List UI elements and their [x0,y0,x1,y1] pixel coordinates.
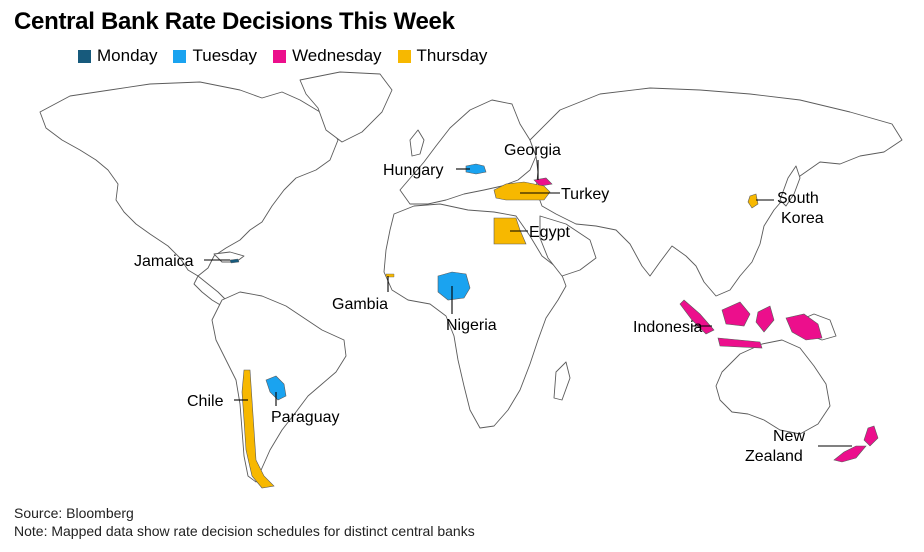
label-new-zealand-2: Zealand [745,448,803,465]
label-nigeria: Nigeria [446,317,497,334]
legend-swatch-wednesday [273,49,287,63]
legend-label-monday: Monday [97,46,158,65]
country-south-korea-shape[interactable] [747,193,759,209]
label-indonesia: Indonesia [633,319,702,336]
leader-lines [204,160,852,447]
label-chile: Chile [187,393,224,410]
legend-label-tuesday: Tuesday [192,46,258,65]
country-turkey-shape[interactable] [493,181,551,201]
label-south-korea-2: Korea [781,210,824,227]
legend-label-thursday: Thursday [416,46,488,65]
land-japan [779,165,801,207]
legend-item-thursday: Thursday [397,46,488,66]
land-madagascar [553,361,571,401]
label-south-korea-1: South [777,190,819,207]
legend-item-monday: Monday [78,46,157,66]
country-jamaica-shape[interactable] [229,258,240,264]
land-north-america [39,81,339,277]
land-greenland [299,71,393,143]
land-asia [529,87,903,297]
label-hungary: Hungary [383,162,443,179]
country-gambia-shape[interactable] [385,273,395,278]
legend-swatch-thursday [397,49,411,63]
label-egypt: Egypt [529,224,570,241]
label-new-zealand-1: New [773,428,805,445]
legend-swatch-monday [78,49,91,63]
label-jamaica: Jamaica [134,253,194,270]
legend: Monday Tuesday Wednesday Thursday [78,46,487,66]
label-turkey: Turkey [561,186,609,203]
land-uk [409,129,425,157]
land-arabia [539,215,597,277]
footer: Source: Bloomberg Note: Mapped data show… [14,504,475,540]
country-labels: Georgia Hungary Turkey South Korea Egypt… [134,142,824,465]
label-paraguay: Paraguay [271,409,340,426]
legend-label-wednesday: Wednesday [292,46,382,65]
legend-swatch-tuesday [173,49,187,63]
land-africa [383,203,567,429]
legend-item-wednesday: Wednesday [273,46,382,66]
label-georgia: Georgia [504,142,561,159]
base-land [39,71,903,483]
country-chile-shape[interactable] [241,369,275,489]
chart-title: Central Bank Rate Decisions This Week [14,8,455,35]
country-indonesia-shape[interactable] [679,299,823,349]
source-note: Source: Bloomberg [14,505,134,521]
country-paraguay-shape[interactable] [265,375,287,401]
country-nigeria-shape[interactable] [437,271,471,301]
label-gambia: Gambia [332,296,388,313]
footnote: Note: Mapped data show rate decision sch… [14,523,475,539]
country-hungary-shape[interactable] [465,163,487,175]
land-australia [715,339,831,435]
legend-item-tuesday: Tuesday [173,46,257,66]
country-new-zealand-shape[interactable] [833,425,879,463]
